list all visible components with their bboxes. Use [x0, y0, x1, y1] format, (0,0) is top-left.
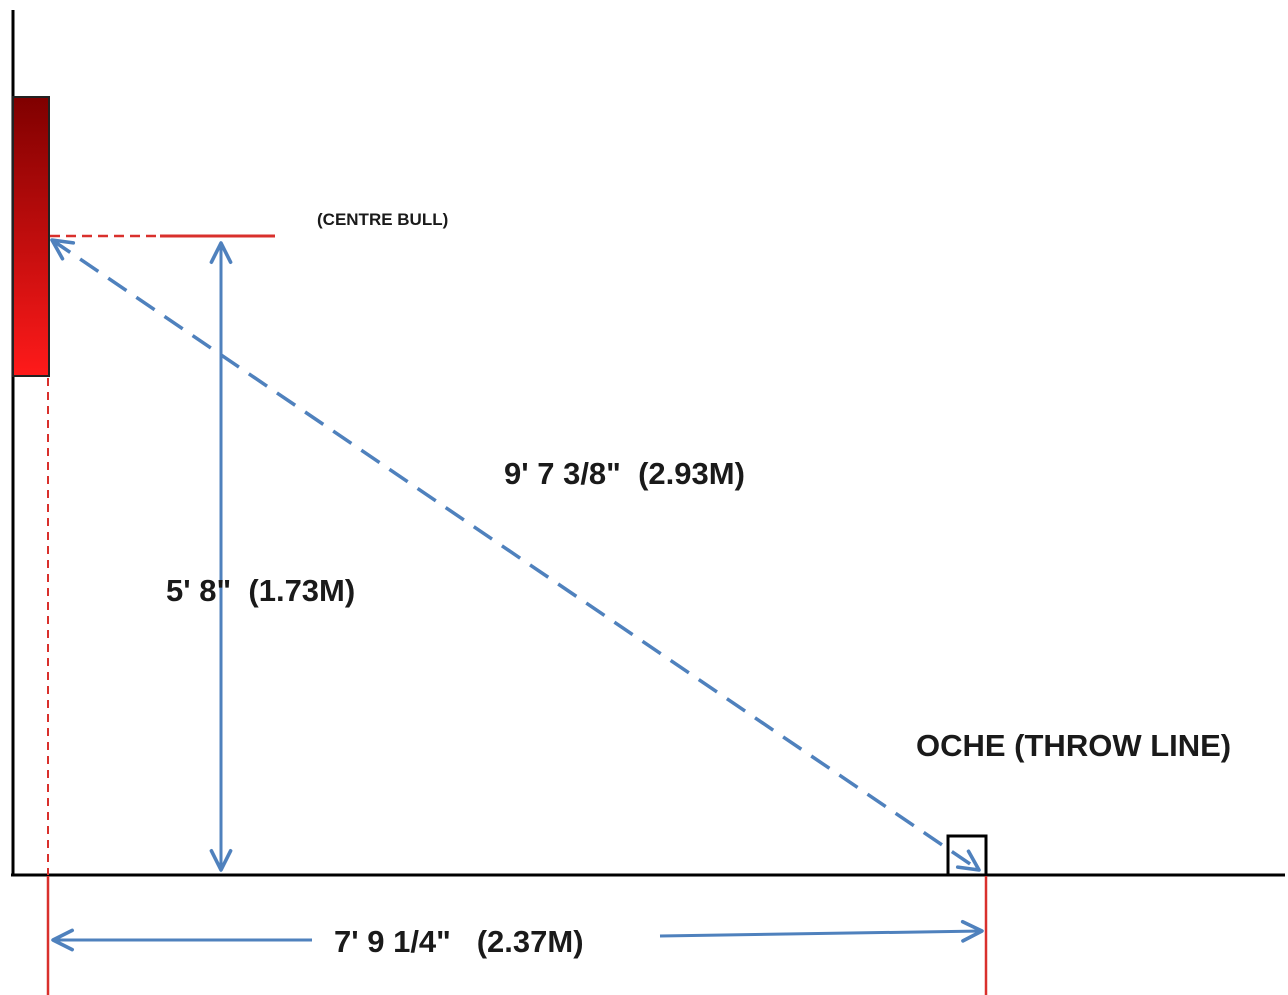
height-label: 5' 8" (1.73M): [166, 573, 355, 608]
oche-marker: [946, 834, 988, 877]
centre-bull-label: (CENTRE BULL): [317, 210, 448, 229]
diagonal-arrow: [50, 238, 981, 872]
horizontal-distance-label: 7' 9 1/4" (2.37M): [334, 924, 584, 959]
diagonal-distance-label: 9' 7 3/8" (2.93M): [504, 456, 745, 491]
oche-label: OCHE (THROW LINE): [916, 728, 1231, 763]
horizontal-arrow-right: [659, 919, 984, 943]
dartboard: [12, 96, 50, 377]
